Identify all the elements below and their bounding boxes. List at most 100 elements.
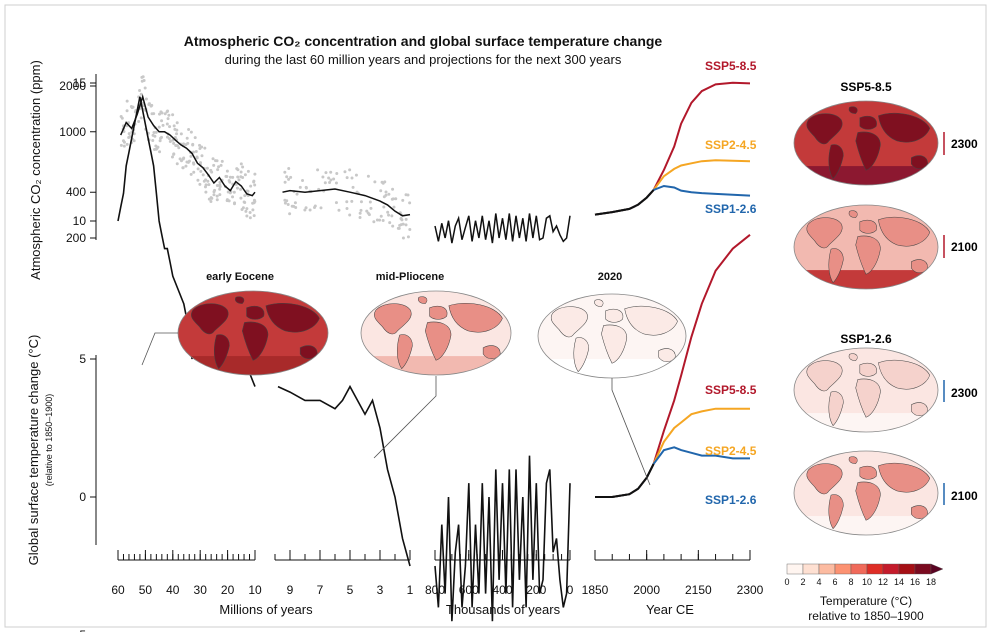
proxy-point [216, 168, 220, 172]
proxy-point [283, 201, 287, 205]
proxy-point [127, 132, 131, 136]
map-header-ssp585: SSP5-8.5 [840, 80, 892, 94]
proxy-point [235, 186, 239, 190]
proxy-point [243, 200, 247, 204]
continent-shape [828, 144, 844, 180]
map-mid-pliocene-outline [360, 290, 512, 376]
proxy-point [386, 210, 390, 214]
proxy-point [204, 190, 208, 194]
continent-shape [573, 337, 590, 373]
proxy-point [166, 109, 170, 113]
colorbar-swatch [786, 563, 804, 575]
proxy-point [210, 196, 214, 200]
proxy-point [172, 141, 176, 145]
colorbar-tick-label: 8 [848, 577, 853, 587]
proxy-point [406, 193, 410, 197]
proxy-point [329, 170, 333, 174]
continent-shape [855, 481, 881, 521]
leader-pliocene [373, 376, 437, 459]
proxy-point [324, 171, 328, 175]
proxy-point [285, 175, 289, 179]
co2-y-axis: 200 400 1000 2000 [59, 74, 97, 245]
proxy-point [329, 178, 333, 182]
proxy-point [406, 235, 410, 239]
proxy-point [373, 180, 377, 184]
proxy-point [241, 175, 245, 179]
proxy-point [379, 214, 383, 218]
proxy-point [233, 201, 237, 205]
proxy-point [240, 207, 244, 211]
proxy-point [139, 92, 143, 96]
year-label-ssp585-2100: 2100 [951, 240, 978, 254]
proxy-point [189, 172, 193, 176]
continent-shape [242, 321, 269, 361]
proxy-point [209, 168, 213, 172]
continent-shape [425, 321, 452, 361]
proxy-point [301, 179, 305, 183]
x-tick-label: 10 [248, 583, 262, 597]
proxy-point [175, 162, 179, 166]
proxy-point [182, 142, 186, 146]
co2-tick-label: 200 [66, 231, 86, 245]
proxy-point [343, 170, 347, 174]
continent-shape [594, 299, 604, 307]
proxy-point [234, 182, 238, 186]
proxy-point [175, 132, 179, 136]
temperature-colorbar: 0 2 4 6 8 10 12 14 16 18 [784, 563, 944, 587]
proxy-point [161, 123, 165, 127]
x-tick-label: 0 [567, 583, 574, 597]
proxy-point [334, 181, 338, 185]
proxy-point [358, 211, 362, 215]
temp-tick-label: 0 [79, 490, 86, 504]
continent-shape [859, 219, 877, 234]
xlabel-year-ce: Year CE [646, 602, 694, 617]
x-tick-label: 1 [407, 583, 414, 597]
proxy-point [122, 144, 126, 148]
proxy-point [181, 157, 185, 161]
temp-line-panel-1 [277, 384, 411, 567]
proxy-point [332, 177, 336, 181]
map-mid-pliocene [360, 290, 512, 376]
proxy-point [160, 119, 164, 123]
proxy-point [236, 175, 240, 179]
proxy-point [155, 146, 159, 150]
proxy-point [139, 116, 143, 120]
proxy-point [218, 184, 222, 188]
map-ssp126-2300-outline [793, 347, 939, 433]
x-tick-label: 800 [425, 583, 445, 597]
continent-shape [235, 296, 245, 304]
proxy-point [249, 184, 253, 188]
continent-shape [429, 305, 448, 320]
proxy-point [166, 117, 170, 121]
proxy-point [191, 150, 195, 154]
x-tick-label: 2000 [633, 583, 660, 597]
proxy-point [243, 173, 247, 177]
proxy-point [358, 215, 362, 219]
continent-shape [396, 334, 413, 370]
proxy-point [239, 196, 243, 200]
proxy-point [211, 157, 215, 161]
continent-shape [911, 155, 928, 169]
co2-label-ssp585: SSP5-8.5 [705, 59, 757, 73]
proxy-point [144, 97, 148, 101]
proxy-point [408, 228, 412, 232]
proxy-point [391, 224, 395, 228]
proxy-point [390, 214, 394, 218]
co2-label-ssp245: SSP2-4.5 [705, 138, 757, 152]
proxy-point [387, 192, 391, 196]
proxy-point [175, 128, 179, 132]
proxy-point [186, 141, 190, 145]
proxy-point [391, 197, 395, 201]
data-lines: SSP5-8.5 SSP2-4.5 SSP1-2.6 SSP5-8.5 SSP2-4.5… [117, 59, 757, 622]
proxy-point [283, 170, 287, 174]
proxy-point [382, 205, 386, 209]
continent-shape [848, 210, 858, 218]
proxy-point [289, 175, 293, 179]
map-ssp585-2100-outline [793, 204, 939, 290]
co2-historical-line [594, 189, 655, 216]
continent-shape [624, 305, 678, 336]
colorbar-tick-label: 14 [894, 577, 904, 587]
proxy-point [387, 213, 391, 217]
proxy-point [189, 154, 193, 158]
proxy-point [253, 172, 257, 176]
